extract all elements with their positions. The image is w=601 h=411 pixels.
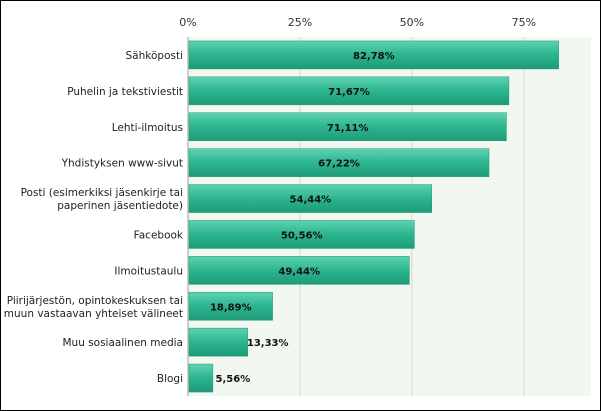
bar <box>188 327 248 357</box>
bars: 82,78% 71,67% 71,11% 67,22% 54,44% 50,56% 49,4… <box>188 40 559 393</box>
bar-value-label: 50,56% <box>281 230 323 241</box>
category-label: Puhelin ja tekstiviestit <box>67 86 183 98</box>
category-label: Blogi <box>157 373 183 385</box>
category-labels: Sähköposti Puhelin ja tekstiviestit Lehti-… <box>4 50 184 385</box>
category-label: Yhdistyksen www-sivut <box>61 158 183 170</box>
x-tick-label: 25% <box>288 16 312 29</box>
bar-value-label: 67,22% <box>318 159 360 170</box>
bar <box>188 76 510 106</box>
category-label: Muu sosiaalinen media <box>62 337 183 349</box>
x-tick-label: 75% <box>512 16 536 29</box>
bar <box>188 220 415 249</box>
bar <box>188 40 559 70</box>
bar <box>188 112 507 141</box>
bar-value-label: 82,78% <box>353 51 395 62</box>
bar <box>188 184 433 213</box>
category-label: Lehti-ilmoitus <box>112 122 183 134</box>
bar-value-label: 5,56% <box>216 374 251 385</box>
bar <box>188 148 490 177</box>
x-tick-label: 50% <box>400 16 424 29</box>
bar-value-label: 49,44% <box>278 266 320 277</box>
bar-value-label: 71,11% <box>327 123 369 134</box>
category-label: Posti (esimerkiksi jäsenkirje tai paperin… <box>21 187 183 212</box>
bar-value-label: 18,89% <box>210 302 252 313</box>
bar-value-label: 54,44% <box>290 195 332 206</box>
bar-value-label: 71,67% <box>328 87 370 98</box>
category-label: Ilmoitustaulu <box>114 265 183 277</box>
bar <box>188 256 410 285</box>
category-label: Piirijärjestön, opintokeskuksen tai muun … <box>4 295 183 320</box>
category-label: Sähköposti <box>126 50 183 62</box>
category-label: Facebook <box>134 229 184 241</box>
x-axis-ticks: 0% 25% 50% 75% <box>179 16 536 29</box>
bar-value-label: 13,33% <box>247 338 289 349</box>
bar <box>188 292 273 321</box>
x-tick-label: 0% <box>179 16 196 29</box>
bar <box>188 363 214 393</box>
